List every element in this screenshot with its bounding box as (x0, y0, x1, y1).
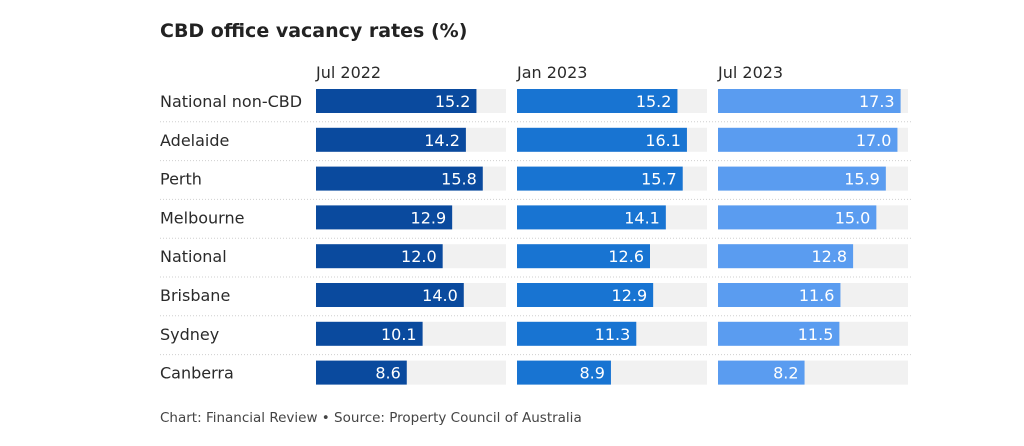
data-label: 12.9 (612, 286, 648, 305)
data-label: 10.1 (381, 325, 417, 344)
data-label: 8.6 (375, 364, 400, 383)
bar (718, 360, 805, 385)
bar (718, 321, 840, 346)
bar (517, 244, 650, 269)
data-label: 15.0 (835, 208, 871, 227)
data-label: 14.0 (422, 286, 458, 305)
data-label: 16.1 (645, 131, 681, 150)
chart-source: Chart: Financial Review • Source: Proper… (160, 410, 582, 426)
bar (517, 283, 654, 307)
bar (718, 244, 854, 269)
data-label: 12.9 (411, 208, 447, 227)
data-label: 17.0 (856, 131, 892, 150)
bar (718, 205, 877, 230)
data-label: 14.1 (624, 208, 660, 227)
column-header: Jul 2023 (717, 63, 783, 82)
data-label: 8.2 (773, 364, 798, 383)
bar (517, 205, 666, 230)
bar (316, 127, 466, 152)
bar (316, 205, 453, 230)
chart-title: CBD office vacancy rates (%) (160, 20, 468, 42)
category-label: Canberra (160, 364, 234, 383)
category-label: Sydney (160, 325, 219, 344)
bar (316, 166, 483, 191)
bar (517, 127, 687, 152)
bar (316, 244, 443, 269)
bar (316, 89, 477, 113)
data-label: 17.3 (859, 92, 895, 111)
data-label: 14.2 (424, 131, 460, 150)
category-label: National non-CBD (160, 92, 302, 111)
data-label: 11.6 (799, 286, 835, 305)
data-label: 15.9 (844, 170, 880, 189)
data-label: 12.6 (608, 247, 644, 266)
bar (718, 127, 898, 152)
category-label: National (160, 247, 227, 266)
bar (517, 166, 683, 191)
bar (718, 89, 901, 113)
bar (517, 321, 637, 346)
bar (316, 321, 423, 346)
category-label: Melbourne (160, 208, 244, 227)
data-label: 15.8 (441, 170, 477, 189)
data-label: 11.5 (798, 325, 834, 344)
category-label: Perth (160, 170, 202, 189)
data-label: 11.3 (595, 325, 631, 344)
bar (316, 360, 407, 385)
column-header: Jul 2022 (315, 63, 381, 82)
category-label: Adelaide (160, 131, 229, 150)
data-label: 15.2 (435, 92, 471, 111)
bar (316, 283, 464, 307)
data-label: 8.9 (579, 364, 604, 383)
bar (517, 360, 611, 385)
data-label: 15.7 (641, 170, 677, 189)
data-label: 15.2 (636, 92, 672, 111)
bar (718, 283, 841, 307)
bar (517, 89, 678, 113)
category-label: Brisbane (160, 286, 230, 305)
data-label: 12.0 (401, 247, 437, 266)
data-label: 12.8 (811, 247, 847, 266)
column-header: Jan 2023 (516, 63, 587, 82)
bar (718, 166, 886, 191)
